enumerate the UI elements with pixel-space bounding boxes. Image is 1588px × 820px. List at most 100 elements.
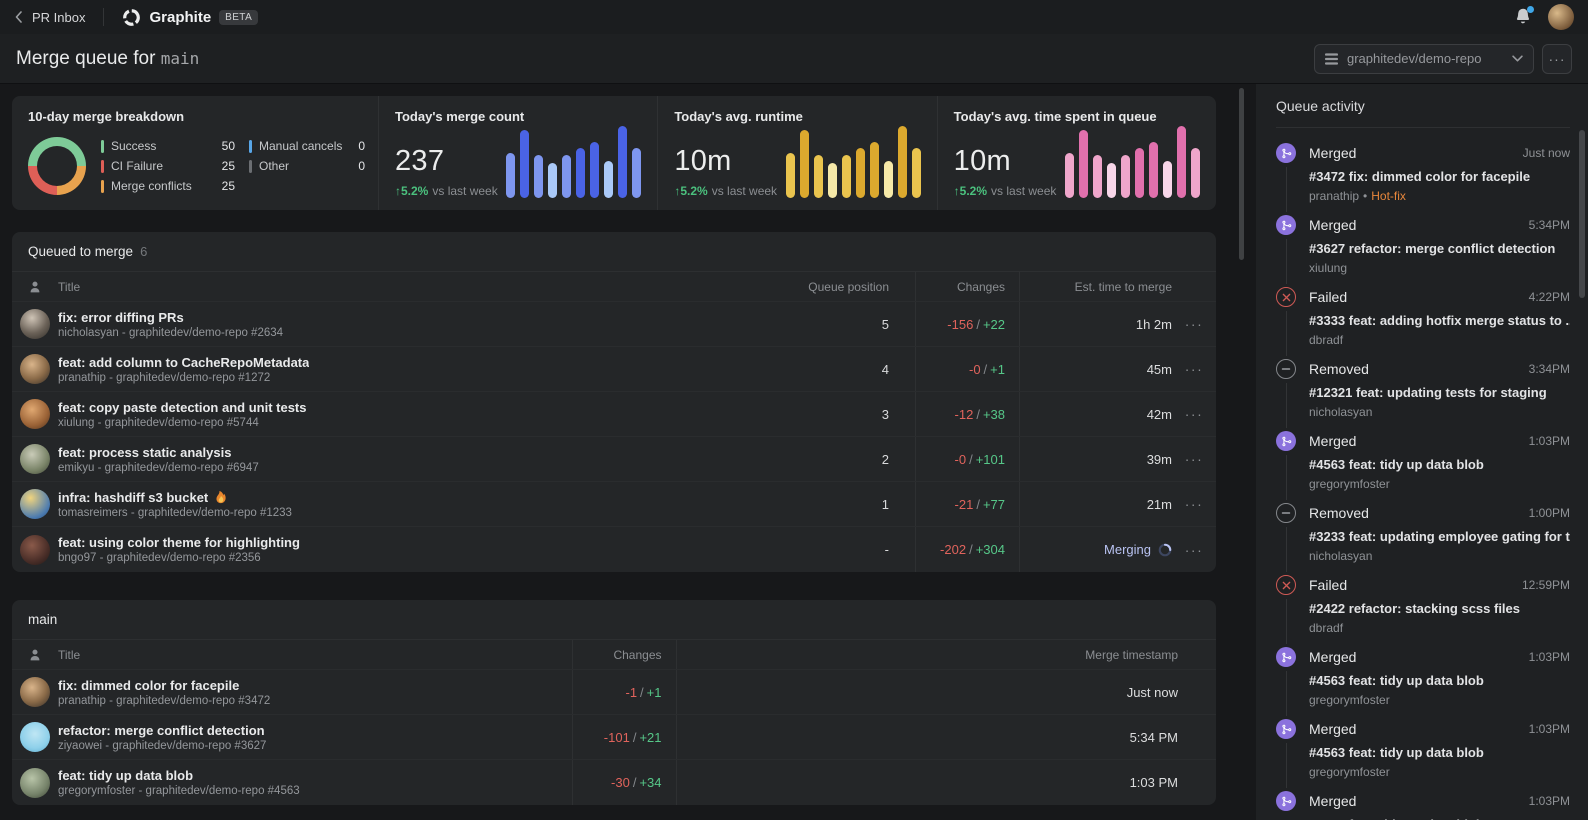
- timeline-connector: [1285, 671, 1287, 716]
- est-time-cell: 21m: [1020, 497, 1172, 512]
- user-avatar[interactable]: [1548, 4, 1574, 30]
- legend-item: Other 0: [249, 158, 365, 174]
- activity-item[interactable]: Failed 4:22PM #3333 feat: adding hotfix me…: [1276, 287, 1570, 359]
- chart-bar: [785, 153, 795, 198]
- table-row[interactable]: fix: dimmed color for facepile pranathip …: [12, 670, 1216, 715]
- metric-delta-suffix: vs last week: [991, 184, 1057, 198]
- timeline-rail: [1276, 215, 1296, 287]
- merge-timestamp: 5:34 PM: [1129, 729, 1178, 745]
- activity-item[interactable]: Merged 1:03PM #4563 feat: tidy up data blo…: [1276, 647, 1570, 719]
- table-row[interactable]: refactor: merge conflict detection ziyaow…: [12, 715, 1216, 760]
- divider: [103, 8, 105, 26]
- main-scrollbar-thumb[interactable]: [1239, 88, 1244, 260]
- row-overflow-menu-button[interactable]: ···: [1172, 451, 1216, 467]
- additions: +1: [990, 361, 1005, 377]
- timeline-connector: [1285, 455, 1287, 500]
- chart-bar: [1092, 154, 1102, 198]
- row-overflow-menu-button[interactable]: ···: [1172, 496, 1216, 512]
- chart-bar: [1176, 126, 1186, 198]
- back-to-pr-inbox-button[interactable]: PR Inbox: [14, 10, 85, 25]
- chevron-down-icon: [1512, 55, 1523, 62]
- merge-breakdown-panel: 10-day merge breakdown Success 50 CI Failu…: [12, 96, 378, 210]
- activity-item[interactable]: Merged 1:03PM #4563 feat: tidy up data blo…: [1276, 431, 1570, 503]
- pr-title: fix: dimmed color for facepile: [58, 677, 240, 693]
- avatar: [20, 677, 50, 707]
- sidebar-scrollbar-thumb[interactable]: [1579, 130, 1585, 298]
- row-overflow-menu-button[interactable]: ···: [1172, 361, 1216, 377]
- changes-cell: -0/+1: [916, 347, 1020, 391]
- header-overflow-menu-button[interactable]: ···: [1542, 43, 1572, 74]
- row-overflow-menu-button[interactable]: ···: [1172, 316, 1216, 332]
- activity-pr-title: #12321 feat: updating tests for staging: [1309, 385, 1547, 400]
- activity-status: Removed: [1309, 505, 1369, 521]
- avatar: [20, 444, 50, 474]
- activity-item[interactable]: Merged Just now #3472 fix: dimmed color fo…: [1276, 143, 1570, 215]
- chart-bar: [1162, 160, 1172, 198]
- activity-author: xiulung: [1309, 261, 1348, 275]
- eta-value: 45m: [1146, 361, 1172, 377]
- notifications-bell-button[interactable]: [1514, 6, 1534, 27]
- repo-selector-dropdown[interactable]: graphitedev/demo-repo: [1314, 43, 1534, 74]
- fire-icon: [214, 490, 228, 504]
- queued-card-title: Queued to merge: [28, 244, 134, 259]
- activity-item[interactable]: Merged 1:03PM #4563 feat: tidy up data blo…: [1276, 791, 1570, 820]
- additions: +1: [646, 684, 662, 700]
- activity-pr-title: #4563 feat: tidy up data blob: [1309, 817, 1570, 820]
- metric-panel: Today's avg. time spent in queue 10m ↑5.2%…: [936, 96, 1216, 210]
- row-overflow-menu-button[interactable]: ···: [1172, 542, 1216, 558]
- avatar: [20, 309, 50, 339]
- est-time-cell: 1h 2m: [1020, 317, 1172, 332]
- table-row[interactable]: infra: hashdiff s3 bucket tomasreimers - …: [12, 482, 1216, 527]
- activity-time: 5:34PM: [1528, 218, 1570, 232]
- activity-item[interactable]: Failed 12:59PM #2422 refactor: stacking sc…: [1276, 575, 1570, 647]
- queued-to-merge-card: Queued to merge 6 Title Queue position C…: [12, 232, 1216, 572]
- additions: +38: [982, 406, 1005, 422]
- chart-bar: [562, 154, 572, 198]
- breakdown-legend: Success 50 CI Failure 25 Merge conflicts 25 M…: [101, 138, 365, 194]
- merging-spinner-icon: [1158, 543, 1172, 557]
- activity-pr-title: #3627 refactor: merge conflict detection: [1309, 241, 1556, 256]
- metric-bar-chart: [785, 126, 921, 198]
- chart-bar: [1064, 153, 1074, 198]
- avatar: [20, 534, 50, 565]
- table-row[interactable]: feat: process static analysis emikyu - gr…: [12, 437, 1216, 482]
- col-title: Title: [58, 647, 81, 662]
- merged-icon: [1276, 647, 1296, 667]
- table-row[interactable]: fix: error diffing PRs nicholasyan - grap…: [12, 302, 1216, 347]
- removed-icon: [1276, 359, 1296, 379]
- bell-icon: [1516, 8, 1530, 24]
- row-overflow-menu-button[interactable]: ···: [1172, 406, 1216, 422]
- additions: +304: [975, 542, 1005, 557]
- activity-item[interactable]: Removed 3:34PM #12321 feat: updating tests…: [1276, 359, 1570, 431]
- avatar: [20, 489, 50, 519]
- table-row[interactable]: feat: using color theme for highlighting…: [12, 527, 1216, 572]
- queue-position: 2: [756, 437, 916, 481]
- est-time-cell: Merging: [1020, 542, 1172, 557]
- main-scrollbar[interactable]: [1228, 84, 1256, 820]
- queued-count: 6: [140, 244, 148, 259]
- table-row[interactable]: feat: copy paste detection and unit test…: [12, 392, 1216, 437]
- chart-bar: [1134, 147, 1144, 198]
- chart-bar: [1190, 147, 1200, 198]
- queue-position: 3: [756, 392, 916, 436]
- metric-delta-suffix: vs last week: [432, 184, 498, 198]
- timeline-connector: [1285, 743, 1287, 788]
- brand[interactable]: Graphite BETA: [122, 8, 259, 27]
- chevron-left-icon: [14, 11, 23, 23]
- activity-status: Failed: [1309, 289, 1348, 305]
- additions: +21: [639, 729, 662, 745]
- table-row[interactable]: feat: tidy up data blob gregorymfoster - …: [12, 760, 1216, 805]
- changes-cell: -156/+22: [916, 302, 1020, 346]
- chart-bar: [1148, 141, 1158, 198]
- table-row[interactable]: feat: add column to CacheRepoMetadata pra…: [12, 347, 1216, 392]
- deletions: -101: [603, 729, 630, 745]
- deletions: -21: [954, 496, 974, 512]
- activity-item[interactable]: Merged 5:34PM #3627 refactor: merge confli…: [1276, 215, 1570, 287]
- metric-bar-chart: [1064, 126, 1200, 198]
- legend-value: 0: [358, 139, 365, 153]
- timeline-connector: [1285, 311, 1287, 356]
- activity-item[interactable]: Removed 1:00PM #3233 feat: updating employ…: [1276, 503, 1570, 575]
- activity-status: Merged: [1309, 649, 1357, 665]
- activity-item[interactable]: Merged 1:03PM #4563 feat: tidy up data blo…: [1276, 719, 1570, 791]
- chart-bar: [841, 154, 851, 198]
